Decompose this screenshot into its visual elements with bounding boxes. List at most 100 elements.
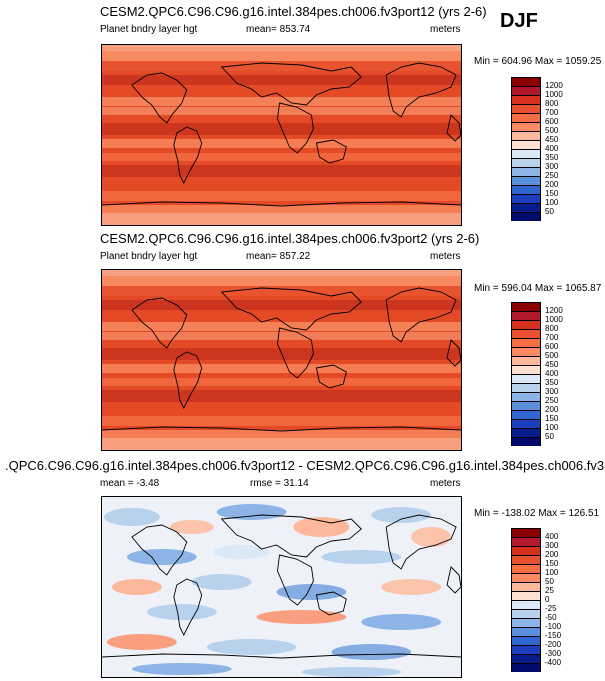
colorbar-level-label: -300 [545,649,562,658]
colorbar-level-label: 450 [545,135,559,144]
colorbar-level-label: -25 [545,604,557,613]
colorbar-level-label: 700 [545,333,559,342]
coastline [385,287,457,343]
colorbar-swatch [511,419,541,428]
coastline [385,514,457,570]
panel-2-mean-label: mean= 857.22 [246,251,311,262]
colorbar-level-label: 25 [545,586,554,595]
panel-2-title: CESM2.QPC6.C96.C96.g16.intel.384pes.ch00… [100,231,480,246]
colorbar-level-label: 300 [545,162,559,171]
colorbar-swatch [511,401,541,410]
colorbar-level-label: 250 [545,171,559,180]
coastline [173,351,203,410]
colorbar-swatch [511,167,541,176]
colorbar-swatch [511,77,541,86]
colorbar-swatch [511,212,541,221]
colorbar-swatch [511,185,541,194]
colorbar-level-label: 50 [545,432,554,441]
colorbar-level-label: 350 [545,153,559,162]
coastline [385,62,457,118]
colorbar-swatch [511,149,541,158]
coastline [131,72,188,124]
colorbar-level-label: 500 [545,351,559,360]
panel-2-colorbar: 1200 1000 800 700 600 500 450 400 350 300 250 200 15… [511,302,563,446]
colorbar-level-label: 200 [545,180,559,189]
panel-3-map [101,496,462,678]
colorbar-swatch [511,122,541,131]
colorbar-level-label: 1000 [545,315,563,324]
coastline [446,339,461,367]
colorbar-level-label: 600 [545,117,559,126]
colorbar-swatch [511,365,541,374]
panel-1-map [101,44,462,226]
colorbar-swatch [511,663,541,672]
panel-3-mean-label: mean = -3.48 [100,478,160,489]
panel-3-title: .QPC6.C96.C96.g16.intel.384pes.ch006.fv3… [5,458,605,473]
coastline [102,426,461,432]
panel-3-units-label: meters [430,478,461,489]
colorbar-swatch [511,338,541,347]
colorbar-swatch [511,618,541,627]
panel-1-title: CESM2.QPC6.C96.C96.g16.intel.384pes.ch00… [100,4,487,19]
colorbar-swatch [511,131,541,140]
coastline [315,591,347,616]
colorbar-swatch [511,410,541,419]
colorbar-swatch [511,428,541,437]
panel-1-mean-label: mean= 853.74 [246,24,311,35]
colorbar-level-label: 100 [545,568,559,577]
coastline [131,524,188,576]
colorbar-swatch [511,600,541,609]
coastline [446,114,461,142]
colorbar-level-label: -200 [545,640,562,649]
colorbar-swatch [511,609,541,618]
coastline [220,514,362,558]
season-label: DJF [500,10,538,32]
colorbar-level-label: 200 [545,405,559,414]
colorbar-swatch [511,383,541,392]
colorbar-swatch [511,546,541,555]
colorbar-level-label: 1000 [545,90,563,99]
colorbar-level-label: 200 [545,550,559,559]
panel-3-rmse-label: rmse = 31.14 [250,478,309,489]
colorbar-level-label: 50 [545,207,554,216]
colorbar-swatch [511,654,541,663]
panel-2-units-label: meters [430,251,461,262]
colorbar-swatch [511,203,541,212]
colorbar-swatch [511,320,541,329]
colorbar-swatch [511,636,541,645]
colorbar-level-label: 400 [545,532,559,541]
colorbar-level-label: 400 [545,369,559,378]
coastline [220,62,362,106]
coastline [277,554,314,606]
colorbar-level-label: 300 [545,541,559,550]
colorbar-swatch [511,311,541,320]
colorbar-level-label: 400 [545,144,559,153]
colorbar-level-label: 1200 [545,81,563,90]
colorbar-level-label: -150 [545,631,562,640]
coastline [315,139,347,164]
coastline [315,364,347,389]
colorbar-swatch [511,104,541,113]
colorbar-swatch [511,302,541,311]
colorbar-level-label: 150 [545,189,559,198]
colorbar-level-label: 1200 [545,306,563,315]
coastline [102,201,461,207]
colorbar-level-label: 300 [545,387,559,396]
colorbar-swatch [511,555,541,564]
colorbar-level-label: 150 [545,414,559,423]
coastline [173,126,203,185]
colorbar-swatch [511,573,541,582]
colorbar-level-label: 600 [545,342,559,351]
panel-2-minmax-label: Min = 596.04 Max = 1065.87 [474,283,602,294]
colorbar-level-label: -100 [545,622,562,631]
colorbar-swatch [511,95,541,104]
colorbar-swatch [511,564,541,573]
panel-1-colorbar: 1200 1000 800 700 600 500 450 400 350 300 250 200 15… [511,77,563,221]
colorbar-swatch [511,113,541,122]
coastline [277,327,314,379]
colorbar-swatch [511,392,541,401]
colorbar-swatch [511,86,541,95]
colorbar-level-label: 800 [545,324,559,333]
colorbar-level-label: 800 [545,99,559,108]
colorbar-swatch [511,582,541,591]
